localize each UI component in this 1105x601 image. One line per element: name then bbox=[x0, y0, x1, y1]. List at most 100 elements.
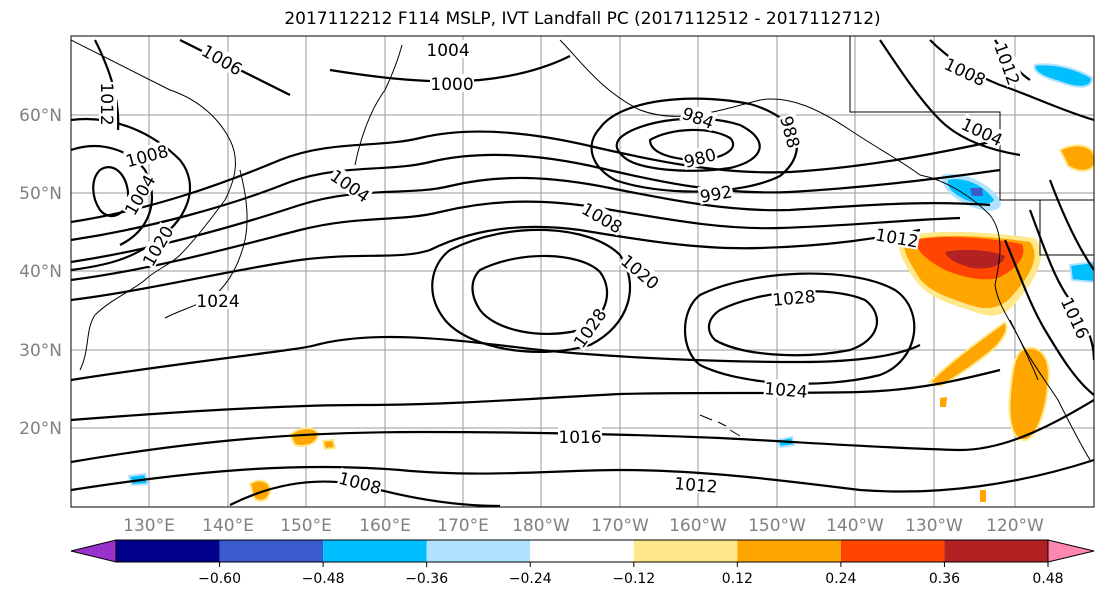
colorbar-segment bbox=[633, 540, 738, 562]
colorbar bbox=[70, 539, 1095, 563]
colorbar-segment bbox=[944, 540, 1048, 562]
colorbar-tick-label: 0.24 bbox=[825, 571, 856, 587]
ivt-positive-region bbox=[928, 320, 1008, 388]
svg-text:1012: 1012 bbox=[96, 82, 116, 125]
lat-tick-label: 50°N bbox=[19, 184, 62, 204]
lon-tick-label: 150°E bbox=[280, 516, 332, 536]
contour-label: 992 bbox=[697, 181, 735, 208]
ivt-positive-region bbox=[288, 427, 320, 447]
colorbar-tick-label: −0.24 bbox=[509, 571, 552, 587]
hawaii bbox=[699, 414, 741, 437]
isobar bbox=[92, 166, 130, 218]
contour-label: 1004 bbox=[426, 40, 470, 61]
map-plot-area: 1004100010061012100810041020102410041008… bbox=[70, 35, 1095, 508]
isobar-low bbox=[648, 128, 735, 162]
border-canada-us bbox=[849, 36, 1094, 201]
lat-tick-label: 20°N bbox=[19, 419, 62, 439]
isobar bbox=[71, 335, 921, 382]
colorbar-segment bbox=[840, 540, 945, 562]
lon-tick-label: 180°W bbox=[512, 516, 570, 536]
lon-tick-label: 130°E bbox=[123, 516, 175, 536]
svg-text:1016: 1016 bbox=[558, 428, 601, 448]
coastline-asia bbox=[71, 39, 236, 371]
colorbar-tick-label: −0.48 bbox=[302, 571, 345, 587]
lon-tick-label: 160°E bbox=[359, 516, 411, 536]
colorbar-tick-labels: −0.60 −0.48 −0.36 −0.24 −0.12 0.12 0.24 0.36 0.4… bbox=[198, 562, 1064, 587]
svg-text:1012: 1012 bbox=[673, 474, 718, 498]
isobar bbox=[71, 145, 153, 246]
ivt-negative-region bbox=[947, 179, 994, 204]
colorbar-tick-label: −0.60 bbox=[198, 571, 241, 587]
svg-text:1004: 1004 bbox=[426, 41, 469, 61]
ivt-negative-region bbox=[1033, 63, 1094, 88]
contour-label: 1012 bbox=[673, 473, 719, 498]
mslp-contours bbox=[71, 39, 1094, 507]
lat-tick-label: 40°N bbox=[19, 262, 62, 282]
colorbar-tick-label: 0.12 bbox=[722, 571, 753, 587]
colorbar-segment bbox=[737, 540, 841, 562]
lon-tick-label: 160°W bbox=[669, 516, 727, 536]
colorbar-tick-label: 0.48 bbox=[1032, 571, 1063, 587]
contour-label: 1016 bbox=[558, 427, 602, 448]
colorbar-segment bbox=[530, 540, 634, 562]
isobar-1024-east bbox=[683, 272, 916, 385]
colorbar-extend-max bbox=[1047, 539, 1095, 563]
lon-tick-label: 140°W bbox=[826, 516, 884, 536]
contour-label: 1024 bbox=[196, 291, 240, 312]
colorbar-tick-label: −0.36 bbox=[405, 571, 448, 587]
svg-text:1024: 1024 bbox=[196, 292, 239, 312]
isobar bbox=[329, 55, 571, 83]
isobar bbox=[71, 225, 921, 302]
coastline-baja bbox=[1009, 319, 1039, 381]
longitude-labels: 130°E 140°E 150°E 160°E 170°E 180°W 170°W 160°W… bbox=[123, 516, 1044, 536]
map-title: 2017112212 F114 MSLP, IVT Landfall PC (2… bbox=[284, 9, 881, 29]
lon-tick-label: 170°W bbox=[591, 516, 649, 536]
ivt-positive-region bbox=[321, 438, 337, 451]
contour-label: 1000 bbox=[430, 74, 474, 95]
colorbar-tick-label: −0.12 bbox=[612, 571, 655, 587]
contour-label: 1024 bbox=[763, 378, 809, 403]
lat-tick-label: 30°N bbox=[19, 341, 62, 361]
political-borders bbox=[849, 36, 1094, 256]
svg-text:1028: 1028 bbox=[772, 287, 817, 311]
isobar bbox=[71, 130, 1001, 224]
ivt-negative-region bbox=[1068, 260, 1094, 284]
latitude-labels: 60°N 50°N 40°N 30°N 20°N bbox=[19, 106, 62, 439]
isobar-1024-west bbox=[431, 228, 632, 353]
colorbar-tick-label: 0.36 bbox=[929, 571, 960, 587]
isobar bbox=[71, 458, 1094, 493]
ivt-positive-region bbox=[1058, 144, 1094, 172]
isobar bbox=[1003, 239, 1094, 396]
border-state bbox=[1039, 200, 1094, 256]
lat-tick-label: 60°N bbox=[19, 106, 62, 126]
svg-text:1000: 1000 bbox=[430, 75, 473, 95]
colorbar-extend-min bbox=[70, 539, 117, 563]
colorbar-segment bbox=[116, 540, 220, 562]
svg-text:1024: 1024 bbox=[763, 379, 808, 403]
colorbar-segment bbox=[219, 540, 324, 562]
ivt-negative-region bbox=[970, 188, 983, 196]
isobar bbox=[71, 200, 961, 282]
isobar bbox=[71, 118, 192, 272]
isobar bbox=[879, 39, 1021, 157]
isobar-low bbox=[590, 97, 798, 193]
contour-label: 1012 bbox=[96, 82, 117, 126]
lon-tick-label: 120°W bbox=[986, 516, 1044, 536]
colorbar-frame bbox=[115, 539, 1049, 563]
lon-tick-label: 170°E bbox=[437, 516, 489, 536]
lon-tick-label: 140°E bbox=[202, 516, 254, 536]
isobar bbox=[71, 176, 991, 264]
contour-label: 1028 bbox=[771, 286, 817, 311]
ivt-positive-region bbox=[945, 249, 1005, 269]
ivt-shading bbox=[127, 63, 1094, 502]
coastline-japan bbox=[164, 169, 248, 319]
colorbar-segment bbox=[323, 540, 427, 562]
colorbar-segment bbox=[426, 540, 531, 562]
ivt-positive-region bbox=[980, 490, 986, 502]
map-frame bbox=[70, 35, 1095, 508]
ivt-positive-region bbox=[940, 397, 947, 407]
contour-label: 980 bbox=[680, 143, 719, 173]
isobar bbox=[1048, 179, 1094, 271]
coastline-alaska bbox=[559, 39, 921, 176]
isobar bbox=[71, 153, 1001, 242]
